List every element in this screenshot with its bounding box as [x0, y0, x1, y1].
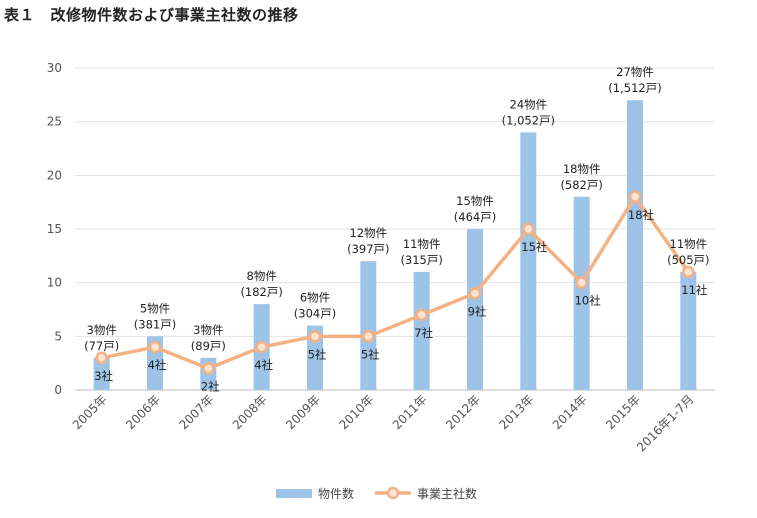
point-label: 2社	[201, 380, 220, 394]
bar-label: 12物件	[350, 226, 388, 240]
x-tick-label: 2012年	[443, 392, 483, 432]
x-tick-label: 2013年	[496, 392, 536, 432]
y-tick-label: 5	[54, 329, 62, 343]
x-tick-label: 2016年1-7月	[634, 392, 696, 454]
x-tick-label: 2011年	[390, 392, 430, 432]
x-tick-label: 2010年	[336, 392, 376, 432]
bar	[413, 271, 430, 390]
x-tick-label: 2008年	[230, 392, 270, 432]
line-path	[101, 195, 690, 371]
point-label: 15社	[521, 240, 548, 254]
line-point	[575, 276, 588, 289]
point-label: 4社	[254, 358, 273, 372]
x-tick-label: 2009年	[283, 392, 323, 432]
bar-sublabel: (505戸)	[667, 253, 709, 267]
chart-title: 表１ 改修物件数および事業主社数の推移	[4, 6, 299, 24]
line-point	[255, 340, 268, 354]
bar-label: 18物件	[563, 162, 601, 176]
y-axis: 0 5 10 15 20 25 30	[47, 61, 62, 397]
x-tick-label: 2014年	[550, 392, 590, 432]
bar-sublabel: (582戸)	[560, 178, 602, 192]
legend-swatch-bars	[276, 489, 312, 498]
bar-label: 11物件	[403, 237, 441, 251]
line-point	[95, 351, 108, 365]
y-tick-label: 10	[47, 276, 62, 290]
bar-label: 11物件	[670, 237, 708, 251]
line-point	[522, 222, 535, 236]
bar-label: 27物件	[616, 65, 654, 79]
point-label: 9社	[468, 304, 487, 318]
bar	[520, 132, 537, 390]
point-label: 11社	[681, 283, 708, 297]
bar	[93, 357, 110, 390]
gridlines	[75, 67, 715, 391]
bar-sublabel: (381戸)	[134, 317, 176, 331]
data-labels: 3物件 (77戸) 5物件 (381戸) 3物件 (89戸) 8物件 (182戸) 6物件 (30…	[84, 65, 709, 393]
bar	[627, 100, 643, 390]
line-point	[468, 287, 482, 300]
legend-label: 物件数	[318, 486, 354, 501]
bar	[467, 229, 483, 390]
y-tick-label: 30	[47, 61, 62, 75]
bar	[307, 325, 323, 390]
line-point	[682, 265, 695, 279]
point-label: 10社	[575, 294, 602, 308]
bar	[680, 271, 697, 390]
x-tick-label: 2006年	[123, 392, 163, 432]
line-point	[308, 330, 322, 343]
point-label: 5社	[308, 347, 327, 361]
line-series	[95, 190, 695, 375]
line-point	[362, 330, 375, 343]
point-label: 7社	[414, 326, 433, 340]
bar-sublabel: (182戸)	[240, 285, 282, 299]
bar	[360, 261, 377, 390]
bar-sublabel: (397戸)	[347, 242, 389, 256]
x-tick-label: 2007年	[176, 392, 216, 432]
bar-label: 3物件	[87, 323, 117, 337]
bar-sublabel: (77戸)	[84, 339, 119, 353]
x-tick-label: 2015年	[603, 392, 643, 432]
bar-label: 6物件	[300, 291, 330, 305]
line-point	[148, 340, 162, 354]
y-tick-label: 25	[47, 115, 62, 129]
bar-sublabel: (315戸)	[400, 253, 442, 267]
y-tick-label: 15	[47, 222, 62, 236]
x-tick-label: 2005年	[70, 392, 110, 432]
bar-sublabel: (1,512戸)	[608, 81, 661, 95]
line-point	[628, 190, 642, 204]
point-label: 3社	[94, 369, 113, 383]
bar-sublabel: (304戸)	[294, 307, 336, 321]
y-tick-label: 0	[54, 383, 62, 397]
bar-label: 3物件	[193, 323, 223, 337]
bar-label: 5物件	[140, 301, 170, 315]
legend-label: 事業主社数	[417, 486, 477, 501]
y-tick-label: 20	[47, 168, 62, 182]
legend: 物件数 事業主社数	[276, 486, 477, 501]
bar-sublabel: (89戸)	[191, 339, 226, 353]
point-label: 18社	[628, 208, 655, 222]
legend-marker	[386, 486, 400, 500]
bar-label: 8物件	[247, 269, 277, 283]
point-label: 5社	[361, 347, 380, 361]
x-axis: 2005年 2006年 2007年 2008年 2009年 2010年 2011年 2012年…	[70, 392, 697, 454]
line-point	[202, 362, 215, 375]
point-label: 4社	[148, 358, 167, 372]
bar-label: 24物件	[510, 97, 548, 111]
bar	[573, 196, 590, 390]
bar-sublabel: (464戸)	[454, 210, 496, 224]
bar-label: 15物件	[456, 194, 494, 208]
line-point	[415, 308, 428, 322]
bar-sublabel: (1,052戸)	[502, 113, 555, 127]
